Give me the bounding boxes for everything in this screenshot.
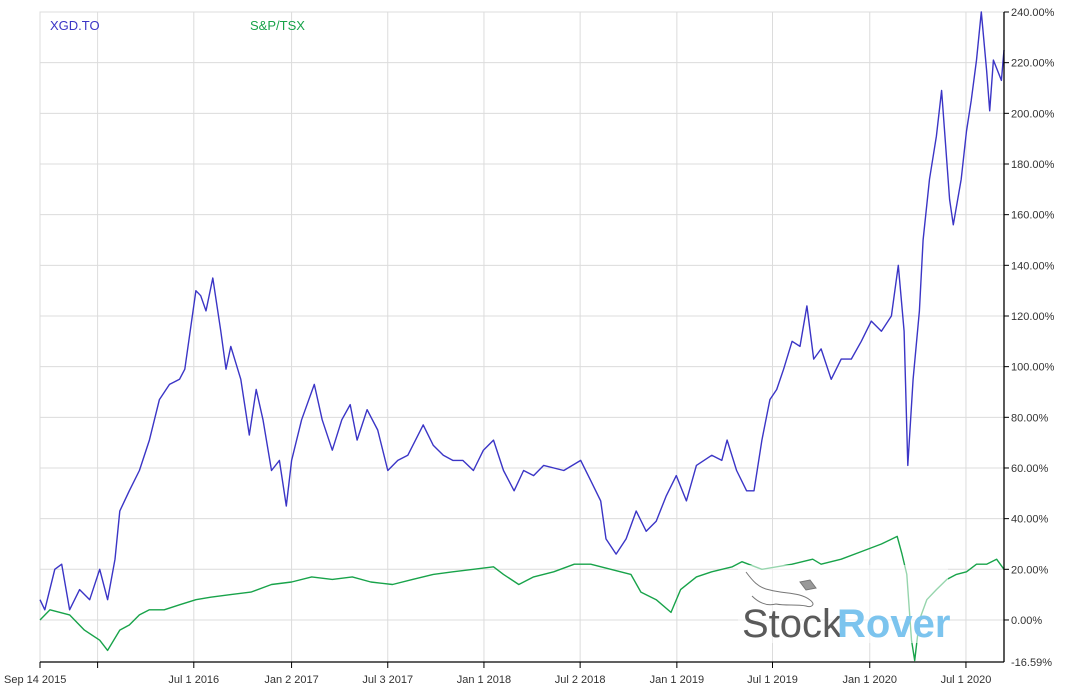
x-tick-label: Jan 1 2018: [457, 674, 511, 686]
y-tick-label: 40.00%: [1011, 514, 1049, 526]
series-line-xgd: [39, 11, 1005, 611]
x-tick-label: Jan 1 2019: [650, 674, 704, 686]
x-tick-label: Jul 2 2018: [555, 674, 606, 686]
x-tick-label: Jan 2 2017: [264, 674, 318, 686]
watermark-backdrop: [738, 565, 948, 643]
y-tick-label: 180.00%: [1011, 159, 1055, 171]
stockrover-watermark: Stock Rover: [738, 565, 950, 646]
x-tick-label: Jul 1 2020: [941, 674, 992, 686]
series-line-tsx: [39, 535, 1005, 662]
x-tick-label: Jul 1 2019: [747, 674, 798, 686]
y-tick-label: 240.00%: [1011, 7, 1055, 19]
watermark-rover: Rover: [837, 602, 950, 646]
dog-logo-icon: [745, 571, 817, 607]
y-tick-label: 160.00%: [1011, 210, 1055, 222]
grid: [39, 11, 1005, 663]
y-tick-label: 100.00%: [1011, 362, 1055, 374]
y-tick-label: 220.00%: [1011, 58, 1055, 70]
y-tick-label: 140.00%: [1011, 260, 1055, 272]
y-min-label: -16.59%: [1011, 657, 1052, 669]
axes: 240.00% 220.00% 200.00% 180.00% 160.00% 140.0…: [4, 7, 1055, 686]
legend-tsx: S&P/TSX: [250, 18, 305, 33]
watermark-stock: Stock: [742, 602, 843, 646]
x-tick-label: Sep 14 2015: [4, 674, 66, 686]
x-tick-label: Jul 1 2016: [168, 674, 219, 686]
y-tick-label: 80.00%: [1011, 412, 1049, 424]
x-tick-label: Jul 3 2017: [362, 674, 413, 686]
y-tick-label: 0.00%: [1011, 615, 1042, 627]
y-tick-label: 120.00%: [1011, 311, 1055, 323]
legend-xgd: XGD.TO: [50, 18, 100, 33]
series-lines: [39, 11, 1005, 662]
x-tick-label: Jan 1 2020: [843, 674, 897, 686]
y-tick-label: 200.00%: [1011, 108, 1055, 120]
y-tick-label: 20.00%: [1011, 564, 1049, 576]
y-tick-label: 60.00%: [1011, 463, 1049, 475]
plot-border: [39, 11, 1005, 663]
